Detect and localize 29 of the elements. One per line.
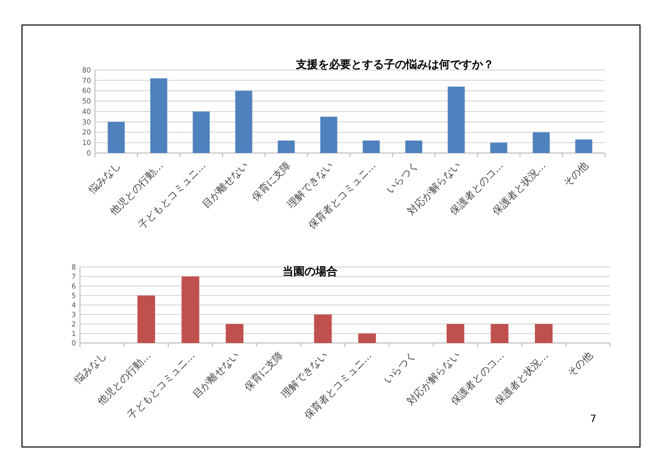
x-tick-label: いらつく — [382, 350, 418, 386]
x-tick-label: いらつく — [384, 160, 421, 196]
x-tick-label: その他 — [561, 160, 591, 190]
bar — [532, 132, 550, 153]
text: 7 — [590, 414, 596, 425]
bar — [490, 142, 508, 153]
bar — [362, 140, 380, 153]
bar — [446, 324, 464, 343]
bar — [137, 296, 156, 343]
bar — [358, 334, 376, 343]
x-tick-label: 悩みなし — [86, 160, 124, 198]
bar — [192, 112, 210, 153]
x-tick-label: その他 — [565, 350, 595, 380]
bar — [235, 90, 252, 153]
bar — [320, 116, 338, 153]
bar — [278, 140, 295, 153]
bar — [405, 140, 422, 153]
bar — [182, 276, 200, 343]
chart-title: 支援を必要とする子の悩みは何ですか？ — [295, 58, 494, 71]
bar — [575, 140, 592, 153]
chart-title: 当園の場合 — [282, 265, 338, 278]
bar — [150, 78, 168, 153]
bar — [108, 122, 125, 153]
bar — [314, 314, 332, 343]
bar — [490, 324, 508, 343]
bar — [226, 324, 244, 343]
bar — [448, 86, 465, 153]
x-tick-label: 悩みなし — [72, 350, 110, 388]
bar — [534, 324, 553, 343]
